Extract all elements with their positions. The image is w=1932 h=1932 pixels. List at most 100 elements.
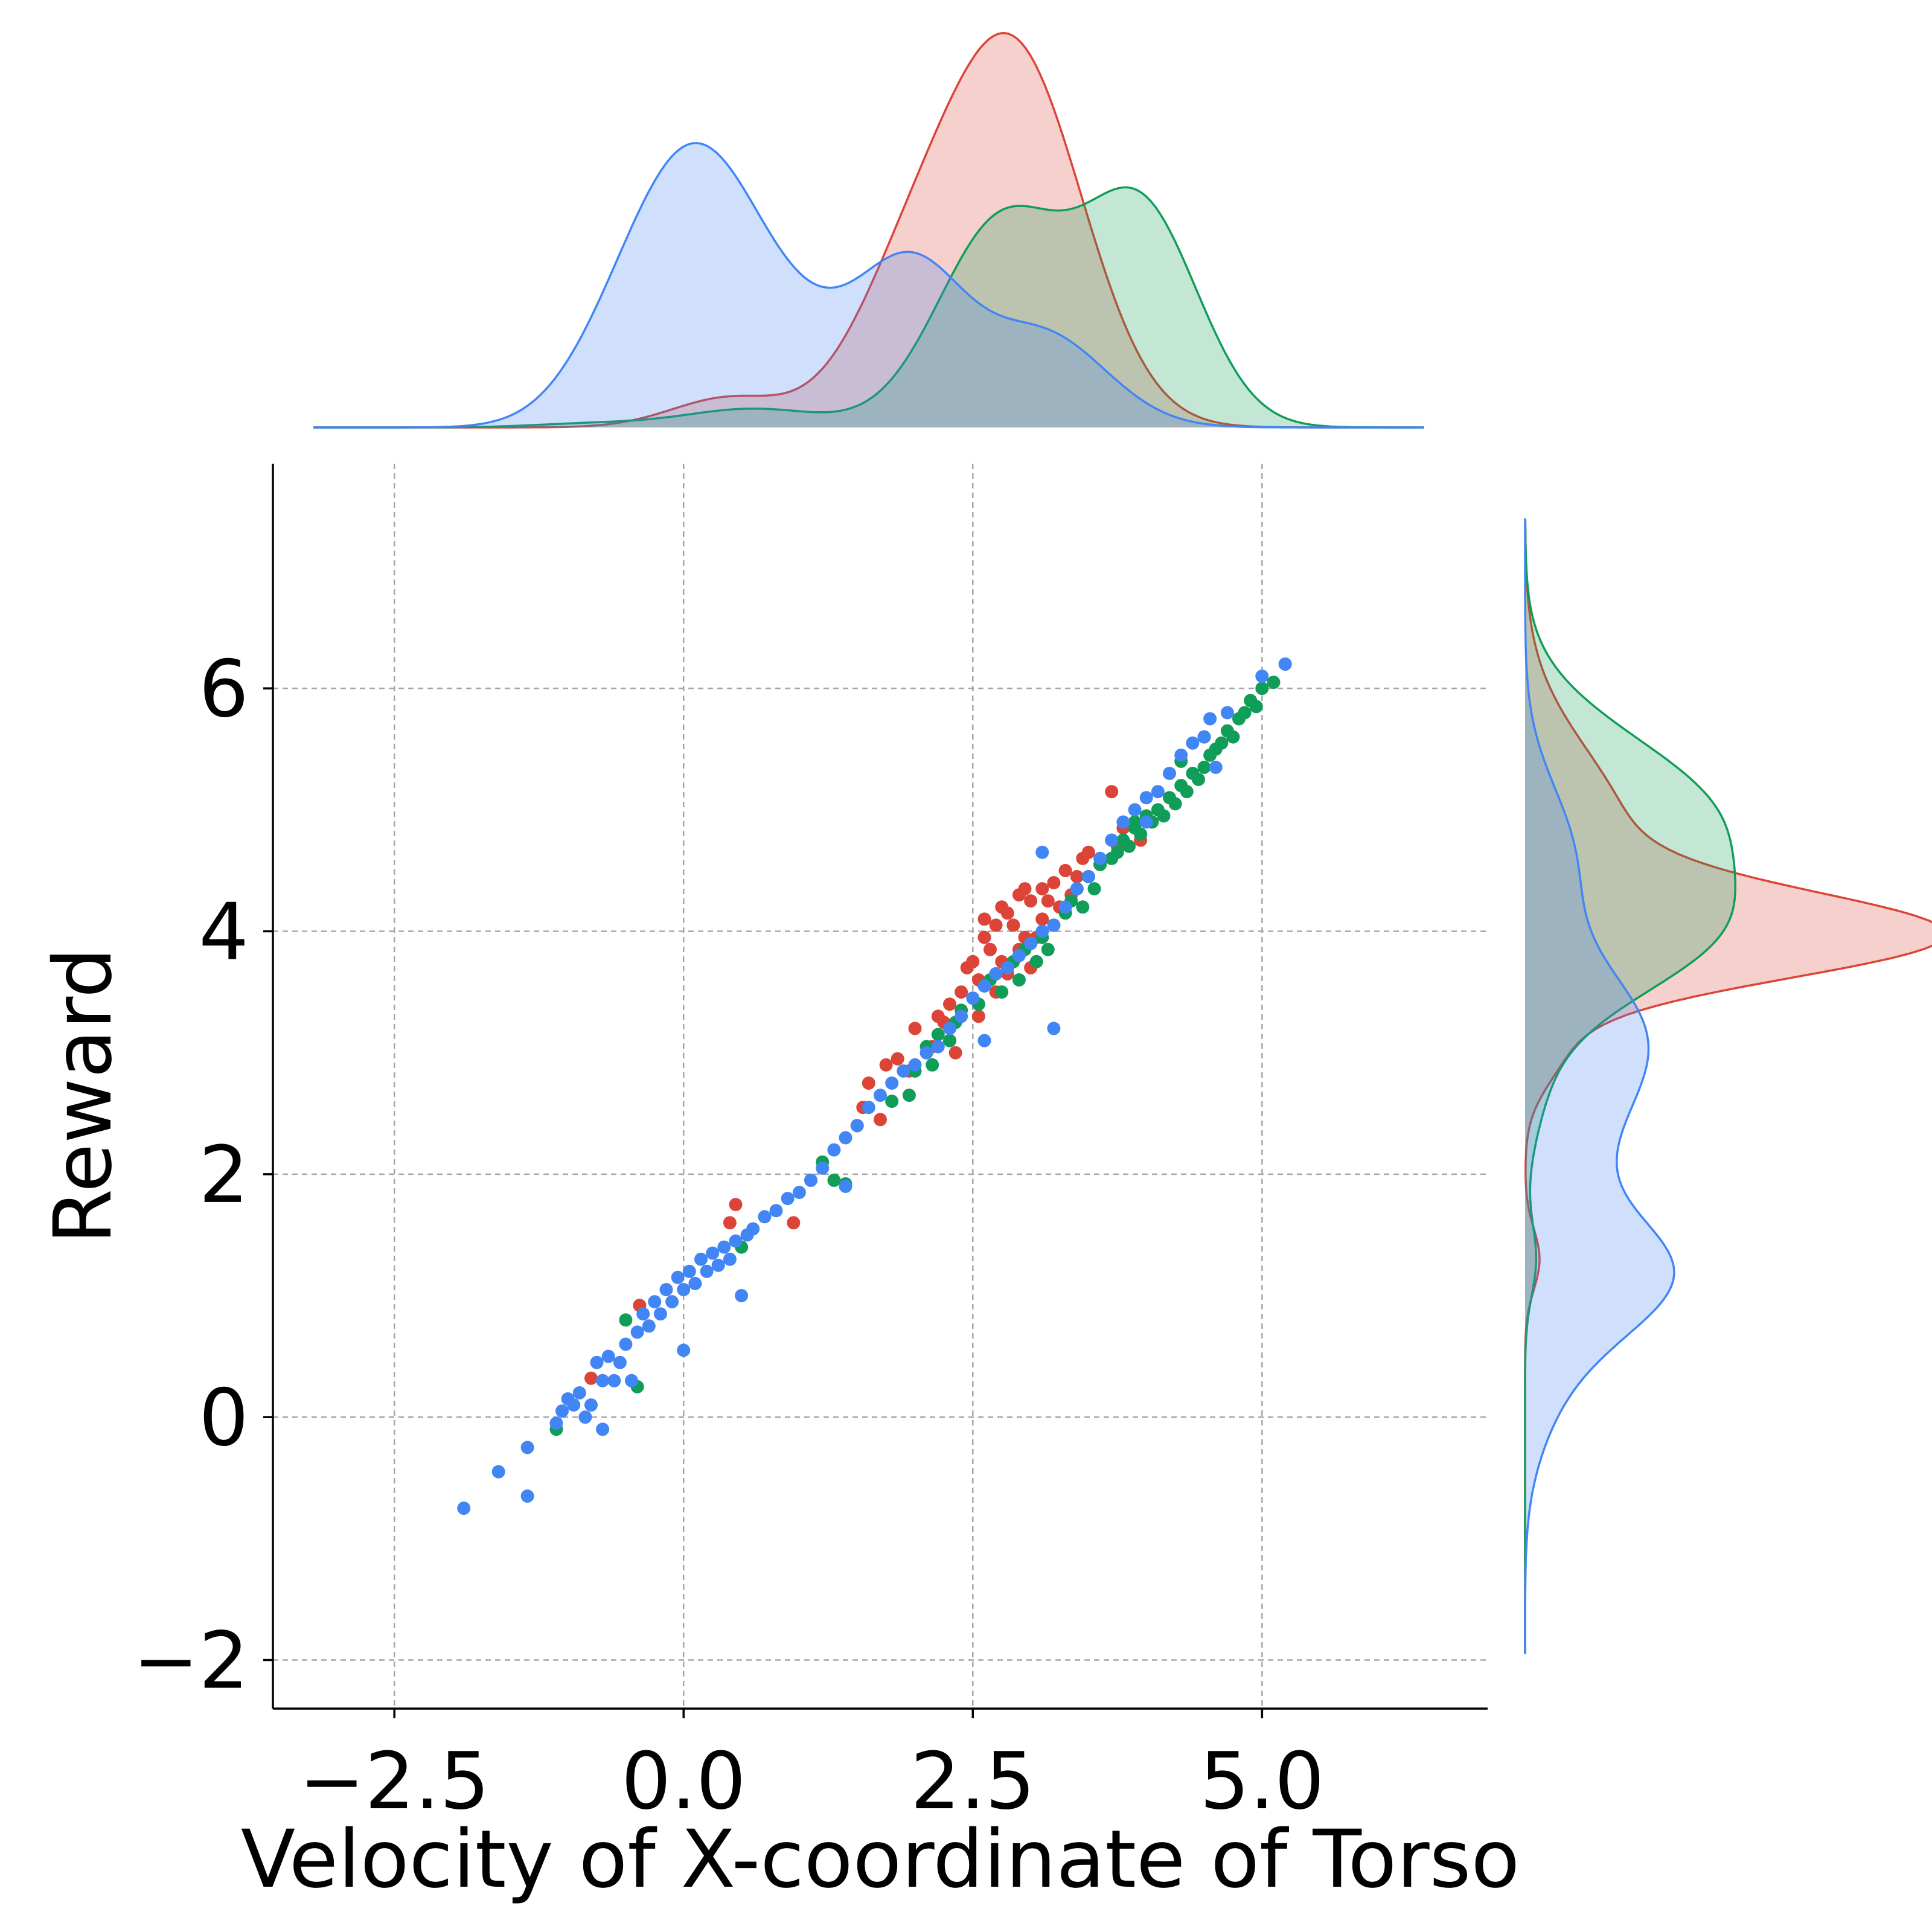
scatter-point <box>1105 833 1119 847</box>
scatter-point <box>758 1210 772 1224</box>
scatter-point <box>989 967 1003 980</box>
scatter-point <box>520 1441 534 1454</box>
axes <box>272 464 1488 1710</box>
marginal-x-density-fill <box>313 187 1424 427</box>
scatter-point <box>711 1258 725 1272</box>
scatter-point <box>1197 730 1211 744</box>
scatter-point <box>1041 894 1055 908</box>
scatter-point <box>1255 682 1269 696</box>
scatter-point <box>1122 839 1136 853</box>
scatter-point <box>1035 845 1049 859</box>
scatter-point <box>966 991 980 1005</box>
scatter-point <box>1006 918 1020 932</box>
scatter-point <box>625 1374 638 1387</box>
scatter-point <box>457 1502 471 1515</box>
scatter-point <box>1029 955 1043 968</box>
y-tick-label: 2 <box>199 1129 249 1221</box>
scatter-point <box>948 1046 962 1060</box>
marginal-y-density-fill <box>1525 518 1674 1654</box>
scatter-point <box>1087 882 1101 896</box>
scatter-point <box>955 985 968 999</box>
scatter-point <box>665 1295 679 1309</box>
scatter-point <box>943 997 956 1011</box>
scatter-point <box>613 1355 627 1369</box>
marginal-x-density-fill <box>313 143 1424 427</box>
scatter-point <box>1128 815 1142 829</box>
scatter-point <box>717 1240 731 1254</box>
scatter-point <box>1215 736 1229 750</box>
y-tick-label: 0 <box>199 1372 249 1463</box>
scatter-point <box>804 1173 817 1187</box>
scatter-point <box>1047 876 1061 889</box>
scatter-point <box>984 942 997 956</box>
scatter-point <box>897 1064 910 1078</box>
scatter-point <box>781 1192 795 1206</box>
scatter-point <box>572 1386 586 1399</box>
scatter-point <box>1000 906 1014 920</box>
scatter-point <box>769 1204 783 1218</box>
scatter-point <box>1041 942 1055 956</box>
scatter-points <box>457 657 1292 1515</box>
scatter-point <box>590 1355 604 1369</box>
y-tick-label: −2 <box>133 1615 249 1707</box>
scatter-point <box>1255 670 1269 683</box>
scatter-point <box>885 1095 899 1108</box>
scatter-point <box>1134 827 1148 841</box>
marginal-right-kde <box>1524 518 1932 1654</box>
scatter-point <box>578 1410 592 1424</box>
scatter-point <box>1168 797 1182 811</box>
scatter-point <box>1192 773 1205 786</box>
scatter-point <box>682 1264 696 1278</box>
y-axis-title: Reward <box>37 947 130 1244</box>
scatter-point <box>879 1058 893 1072</box>
scatter-point <box>1151 785 1165 799</box>
scatter-point <box>1047 1022 1061 1035</box>
scatter-point <box>816 1161 830 1175</box>
marginal-x-density-line <box>313 186 1424 429</box>
scatter-point <box>567 1398 581 1412</box>
marginal-x-density-line <box>313 31 1424 429</box>
scatter-point <box>1238 706 1252 720</box>
scatter-point <box>885 1076 899 1090</box>
scatter-point <box>659 1283 673 1296</box>
scatter-point <box>827 1173 841 1187</box>
marginal-y-density-fill <box>1525 518 1736 1654</box>
scatter-point <box>648 1295 662 1309</box>
scatter-point <box>619 1313 633 1327</box>
scatter-point <box>1197 760 1211 774</box>
scatter-point <box>1186 736 1200 750</box>
scatter-point <box>1035 912 1049 926</box>
scatter-point <box>943 1022 956 1035</box>
scatter-point <box>977 912 991 926</box>
scatter-point <box>908 1022 922 1035</box>
scatter-point <box>1163 767 1176 780</box>
scatter-point <box>977 930 991 944</box>
scatter-point <box>723 1216 737 1230</box>
scatter-point <box>1110 845 1124 859</box>
scatter-point <box>677 1283 691 1296</box>
scatter-point <box>971 1009 985 1023</box>
scatter-point <box>787 1216 801 1230</box>
scatter-point <box>1081 845 1095 859</box>
scatter-point <box>862 1101 875 1115</box>
scatter-point <box>694 1252 708 1266</box>
scatter-point <box>1226 730 1240 744</box>
scatter-point <box>926 1058 939 1072</box>
scatter-point <box>1278 657 1292 671</box>
scatter-point <box>1035 924 1049 938</box>
scatter-point <box>584 1371 598 1385</box>
scatter-point <box>1105 785 1119 799</box>
scatter-point <box>584 1398 598 1412</box>
marginal-top-kde <box>313 31 1424 429</box>
scatter-point <box>1070 870 1084 883</box>
marginal-x-density-fill <box>313 33 1424 427</box>
x-tick-label: 5.0 <box>1200 1735 1325 1827</box>
scatter-point <box>1076 900 1090 914</box>
scatter-point <box>1220 706 1234 720</box>
scatter-point <box>729 1198 743 1212</box>
scatter-point <box>1174 748 1188 762</box>
scatter-point <box>874 1089 887 1102</box>
scatter-point <box>1157 809 1171 823</box>
marginal-y-density-line <box>1524 518 1737 1654</box>
scatter-point <box>1047 918 1061 932</box>
